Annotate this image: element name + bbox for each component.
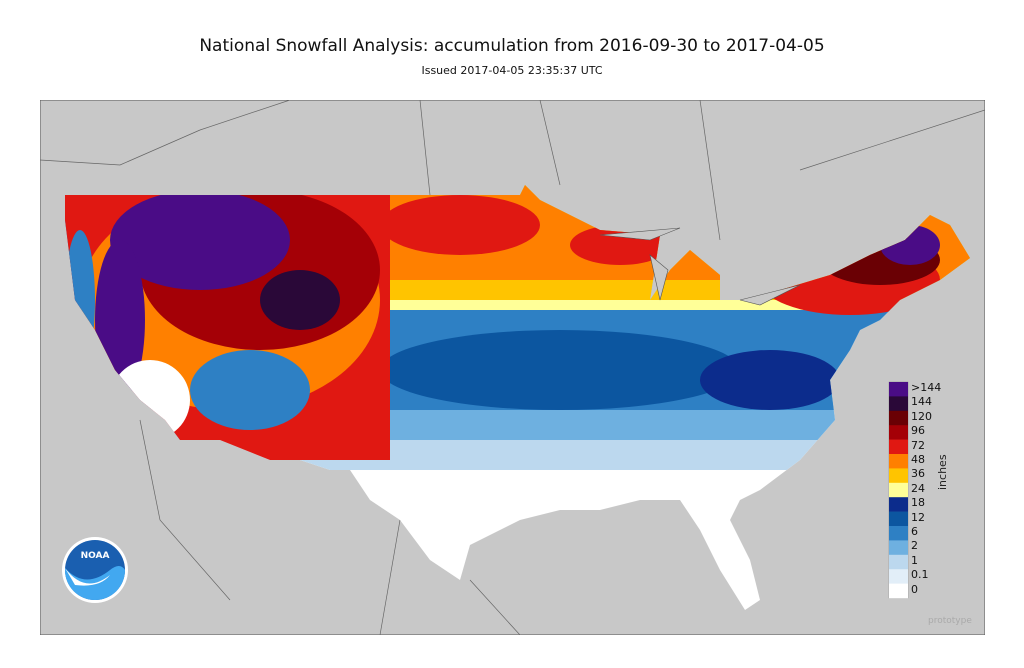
legend-label: 120 [911, 409, 932, 423]
legend-label: 24 [911, 481, 925, 495]
legend-label: 36 [911, 467, 925, 481]
legend-swatch [889, 439, 908, 455]
legend-swatch [889, 468, 908, 484]
legend-label: 72 [911, 438, 925, 452]
legend-label: 1 [911, 553, 918, 567]
legend-label: 48 [911, 453, 925, 466]
legend-label: 0 [911, 582, 918, 596]
snowfall-map: NOAA [40, 100, 985, 635]
noaa-logo: NOAA [62, 537, 128, 603]
legend-label: 96 [911, 424, 925, 438]
legend-units: inches [936, 454, 949, 490]
legend-swatch [889, 497, 908, 512]
legend-label: 0.1 [911, 568, 929, 582]
legend-swatch [889, 396, 908, 412]
legend-swatch [889, 410, 908, 426]
legend-swatch [889, 569, 908, 584]
map-title: National Snowfall Analysis: accumulation… [199, 36, 825, 56]
legend-label: 6 [911, 525, 918, 538]
legend-colorbar [889, 382, 908, 599]
legend-swatch [889, 554, 908, 570]
svg-text:NOAA: NOAA [81, 551, 110, 561]
legend-label: 2 [911, 539, 918, 553]
legend-swatch [889, 526, 908, 541]
boundaries [40, 100, 985, 635]
legend-swatch [889, 511, 908, 527]
legend-label: >144 [911, 381, 942, 394]
legend-label: 18 [911, 496, 925, 510]
great-lakes [599, 227, 801, 306]
legend-swatch [889, 425, 908, 440]
legend-swatch [889, 382, 908, 397]
legend-label: 144 [911, 395, 932, 409]
watermark: prototype [928, 616, 972, 626]
legend-swatch [889, 583, 908, 599]
legend-swatch [889, 454, 908, 469]
legend-label: 12 [911, 510, 925, 524]
legend-swatch [889, 482, 908, 498]
issued-timestamp: Issued 2017-04-05 23:35:37 UTC [421, 64, 603, 77]
legend-swatch [889, 540, 908, 556]
